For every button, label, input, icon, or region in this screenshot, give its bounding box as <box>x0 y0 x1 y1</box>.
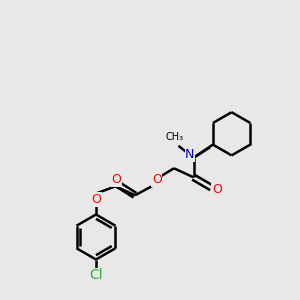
Text: O: O <box>91 193 101 206</box>
Text: O: O <box>212 183 222 196</box>
Text: N: N <box>185 148 195 161</box>
Text: CH₃: CH₃ <box>166 132 184 142</box>
Text: Cl: Cl <box>89 268 103 282</box>
Text: O: O <box>152 173 162 186</box>
Text: O: O <box>111 173 121 186</box>
